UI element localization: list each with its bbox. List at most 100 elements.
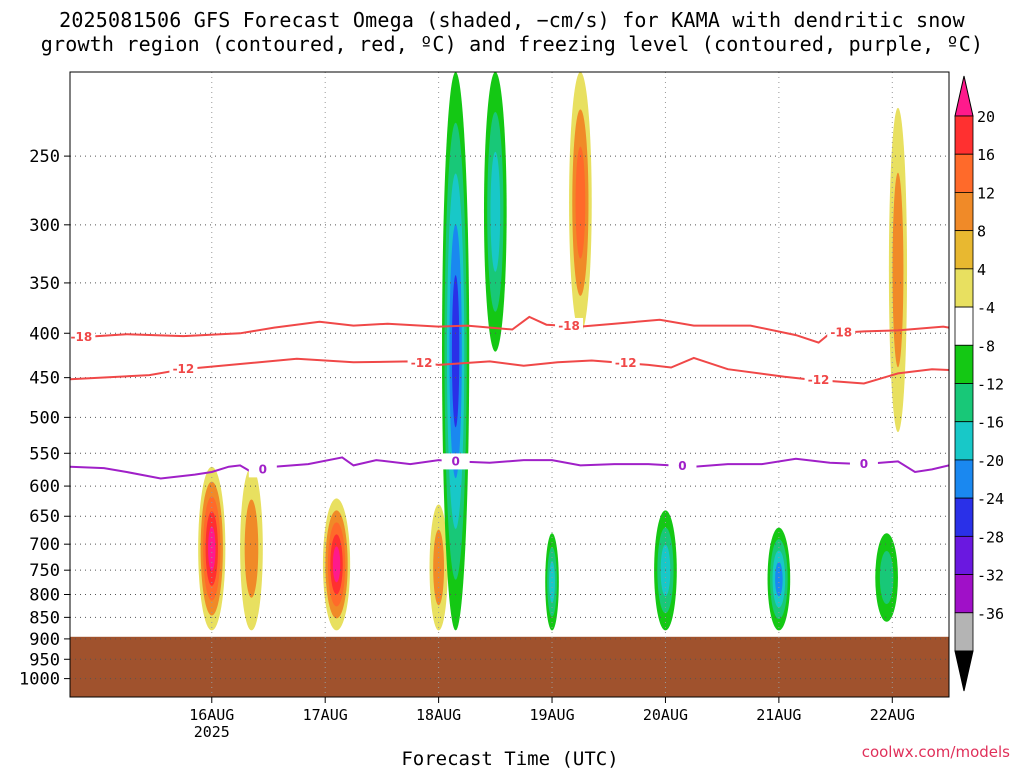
contour-label-0-3: 0 <box>860 457 868 471</box>
grid-lines <box>70 72 949 697</box>
contour-label--12-0: -12 <box>173 362 195 376</box>
omega-cell-0-4 <box>208 526 216 571</box>
contour-label-bg--18-1 <box>555 317 584 334</box>
y-tick-label-900: 900 <box>29 630 60 650</box>
x-tick-label-17AUG: 17AUG <box>303 706 348 724</box>
colorbar-label-20: 20 <box>977 108 995 126</box>
contour-label-0-2: 0 <box>678 459 686 473</box>
omega-cell-4-4 <box>451 275 460 428</box>
colorbar-top-arrow <box>954 75 974 117</box>
contour-label-bg--18-2 <box>827 324 856 341</box>
colorbar-label--36: -36 <box>977 605 1004 623</box>
colorbar-label-8: 8 <box>977 223 986 241</box>
contour-label-bg--12-0 <box>169 361 198 378</box>
colorbar-swatch-7 <box>954 383 974 423</box>
colorbar-swatch-4 <box>954 268 974 308</box>
chart-title-line-2: growth region (contoured, red, ºC) and f… <box>40 32 984 56</box>
contour-label-bg-0-1 <box>441 453 470 470</box>
ground-fill <box>70 636 949 697</box>
y-tick-label-650: 650 <box>29 507 60 527</box>
y-tick-label-750: 750 <box>29 561 60 581</box>
y-tick-label-300: 300 <box>29 216 60 236</box>
omega-cell-2-4 <box>332 546 341 583</box>
y-tick-label-800: 800 <box>29 586 60 606</box>
colorbar-bottom-arrow <box>954 650 974 692</box>
y-tick-label-850: 850 <box>29 608 60 628</box>
contour-line-0 <box>70 456 949 480</box>
x-tick-label-22AUG: 22AUG <box>870 706 915 724</box>
x-tick-label-19AUG: 19AUG <box>529 706 574 724</box>
omega-cell-1-1 <box>244 499 259 598</box>
colorbar-label--16: -16 <box>977 414 1004 432</box>
y-tick-label-700: 700 <box>29 535 60 555</box>
contour-label-bg-0-0 <box>248 461 277 478</box>
x-tick-label-16AUG: 16AUG <box>189 706 234 724</box>
contour-label--12-3: -12 <box>808 373 830 387</box>
colorbar-label--24: -24 <box>977 490 1004 508</box>
colorbar-swatch-1 <box>954 153 974 193</box>
colorbar-swatch-5 <box>954 306 974 346</box>
omega-cell-7-2 <box>575 146 586 259</box>
omega-cell-5-2 <box>490 151 501 272</box>
plot-frame <box>69 71 950 698</box>
colorbar-swatch-0 <box>954 115 974 155</box>
colorbar-swatch-13 <box>954 612 974 652</box>
contour-label-bg-0-2 <box>668 458 697 475</box>
contour-label-bg--12-1 <box>407 354 436 371</box>
y-tick-label-950: 950 <box>29 650 60 670</box>
colorbar-legend: 20 16 12 8 4 -4 -8 -12 -16 -20 -24 -28 -32 -36 <box>954 75 1004 692</box>
omega-shading <box>198 72 908 631</box>
y-tick-label-550: 550 <box>29 444 60 464</box>
x-tick-label-18AUG: 18AUG <box>416 706 461 724</box>
colorbar-swatch-3 <box>954 230 974 270</box>
colorbar-label-16: 16 <box>977 146 995 164</box>
colorbar-label--32: -32 <box>977 567 1004 585</box>
y-tick-label-500: 500 <box>29 408 60 428</box>
contour-label--18-2: -18 <box>830 326 852 340</box>
colorbar-swatch-11 <box>954 535 974 575</box>
omega-cell-11-1 <box>879 550 894 605</box>
y-tick-label-600: 600 <box>29 477 60 497</box>
x-tick-label-21AUG: 21AUG <box>756 706 801 724</box>
temperature-contours: -18 -18 -18 -12 -12 -12 -12 0 0 0 0 <box>70 315 949 480</box>
colorbar-swatch-12 <box>954 574 974 614</box>
contour-line--12 <box>70 356 949 385</box>
contour-label-bg--12-3 <box>804 372 833 389</box>
colorbar-label--12: -12 <box>977 376 1004 394</box>
x-axis-title: Forecast Time (UTC) <box>401 748 618 768</box>
contour-label-0-1: 0 <box>451 454 459 468</box>
colorbar-label--4: -4 <box>977 299 995 317</box>
colorbar-swatch-9 <box>954 459 974 499</box>
contour-label--12-2: -12 <box>615 356 637 370</box>
x-tick-label-20AUG: 20AUG <box>643 706 688 724</box>
contour-label-bg--18-0 <box>70 329 96 346</box>
contour-label--18-0: -18 <box>70 330 92 344</box>
x-axis-year-label: 2025 <box>194 723 230 741</box>
y-tick-label-400: 400 <box>29 324 60 344</box>
contour-label--12-1: -12 <box>411 356 433 370</box>
ground-below-surface <box>70 636 949 697</box>
watermark: coolwx.com/models <box>861 743 1010 761</box>
y-tick-label-350: 350 <box>29 274 60 294</box>
colorbar-swatch-6 <box>954 344 974 384</box>
colorbar-label--28: -28 <box>977 528 1004 546</box>
omega-cell-6-2 <box>549 561 555 603</box>
contour-line--18 <box>70 315 949 344</box>
colorbar-swatch-2 <box>954 192 974 232</box>
colorbar-swatch-10 <box>954 497 974 537</box>
contour-label-bg-0-3 <box>849 456 878 473</box>
colorbar-label--8: -8 <box>977 337 995 355</box>
colorbar-label-4: 4 <box>977 261 986 279</box>
omega-cell-10-1 <box>892 172 904 368</box>
y-tick-label-450: 450 <box>29 369 60 389</box>
colorbar-label-12: 12 <box>977 184 995 202</box>
y-tick-label-250: 250 <box>29 147 60 167</box>
contour-label-0-0: 0 <box>259 462 267 476</box>
chart-title-line-1: 2025081506 GFS Forecast Omega (shaded, −… <box>59 8 965 32</box>
contour-label--18-1: -18 <box>558 319 580 333</box>
x-axis: 16AUG 17AUG 18AUG 19AUG 20AUG 21AUG 22AUG 2025 <box>189 697 915 741</box>
colorbar-swatch-8 <box>954 421 974 461</box>
y-tick-label-1000: 1000 <box>19 670 60 690</box>
contour-label-bg--12-2 <box>611 355 640 372</box>
